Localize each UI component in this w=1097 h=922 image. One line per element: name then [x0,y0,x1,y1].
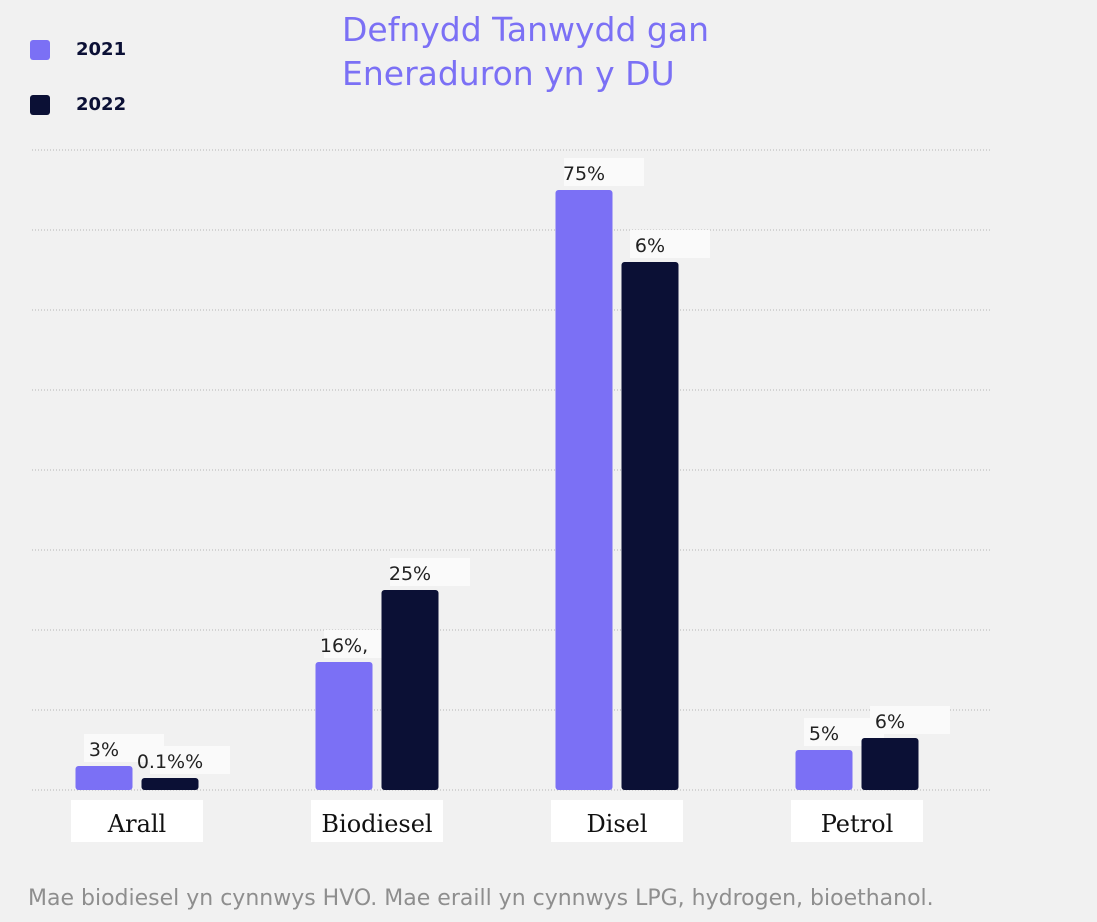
chart-title-line-1: Defnydd Tanwydd gan [342,10,709,49]
category-label-bg [71,800,203,842]
data-label: 6% [635,235,665,257]
bar-2022 [621,262,679,790]
data-label-bg [630,230,710,258]
bar-2021 [75,766,133,790]
category-label: Arall [107,810,166,838]
legend-label-2022: 2022 [76,94,127,115]
data-label: 0.1%% [137,751,203,773]
legend-swatch-2021 [30,39,50,60]
legend-label-2021: 2021 [76,39,127,60]
category-label-bg [551,800,683,842]
data-label-bg [390,558,470,586]
bar-2021 [555,190,613,790]
legend-swatch-2022 [30,94,50,115]
category-label: Disel [586,810,647,838]
legend-item-2022: 2022 [30,77,126,132]
bar-2021 [315,662,373,790]
data-label: 3% [89,739,119,761]
bar-2022 [381,590,439,790]
data-label: 16%, [320,635,368,657]
data-label: 25% [389,563,431,585]
bar-2022 [861,738,919,790]
data-label-bg [870,706,950,734]
bar-2021 [795,750,853,790]
category-label-bg [791,800,923,842]
footnote: Mae biodiesel yn cynnwys HVO. Mae eraill… [28,886,934,911]
bar-2022 [141,778,199,790]
chart-title: Defnydd Tanwydd gan Eneraduron yn y DU [342,8,709,96]
category-label: Petrol [821,810,894,838]
chart-title-line-2: Eneraduron yn y DU [342,54,675,93]
data-label-bg [564,158,644,186]
legend: 2021 2022 [30,22,126,132]
legend-item-2021: 2021 [30,22,126,77]
data-label: 75% [563,163,605,185]
category-label-bg [311,800,443,842]
data-label: 6% [875,711,905,733]
category-label: Biodiesel [321,810,432,838]
data-label: 5% [809,723,839,745]
data-label-bg [150,746,230,774]
